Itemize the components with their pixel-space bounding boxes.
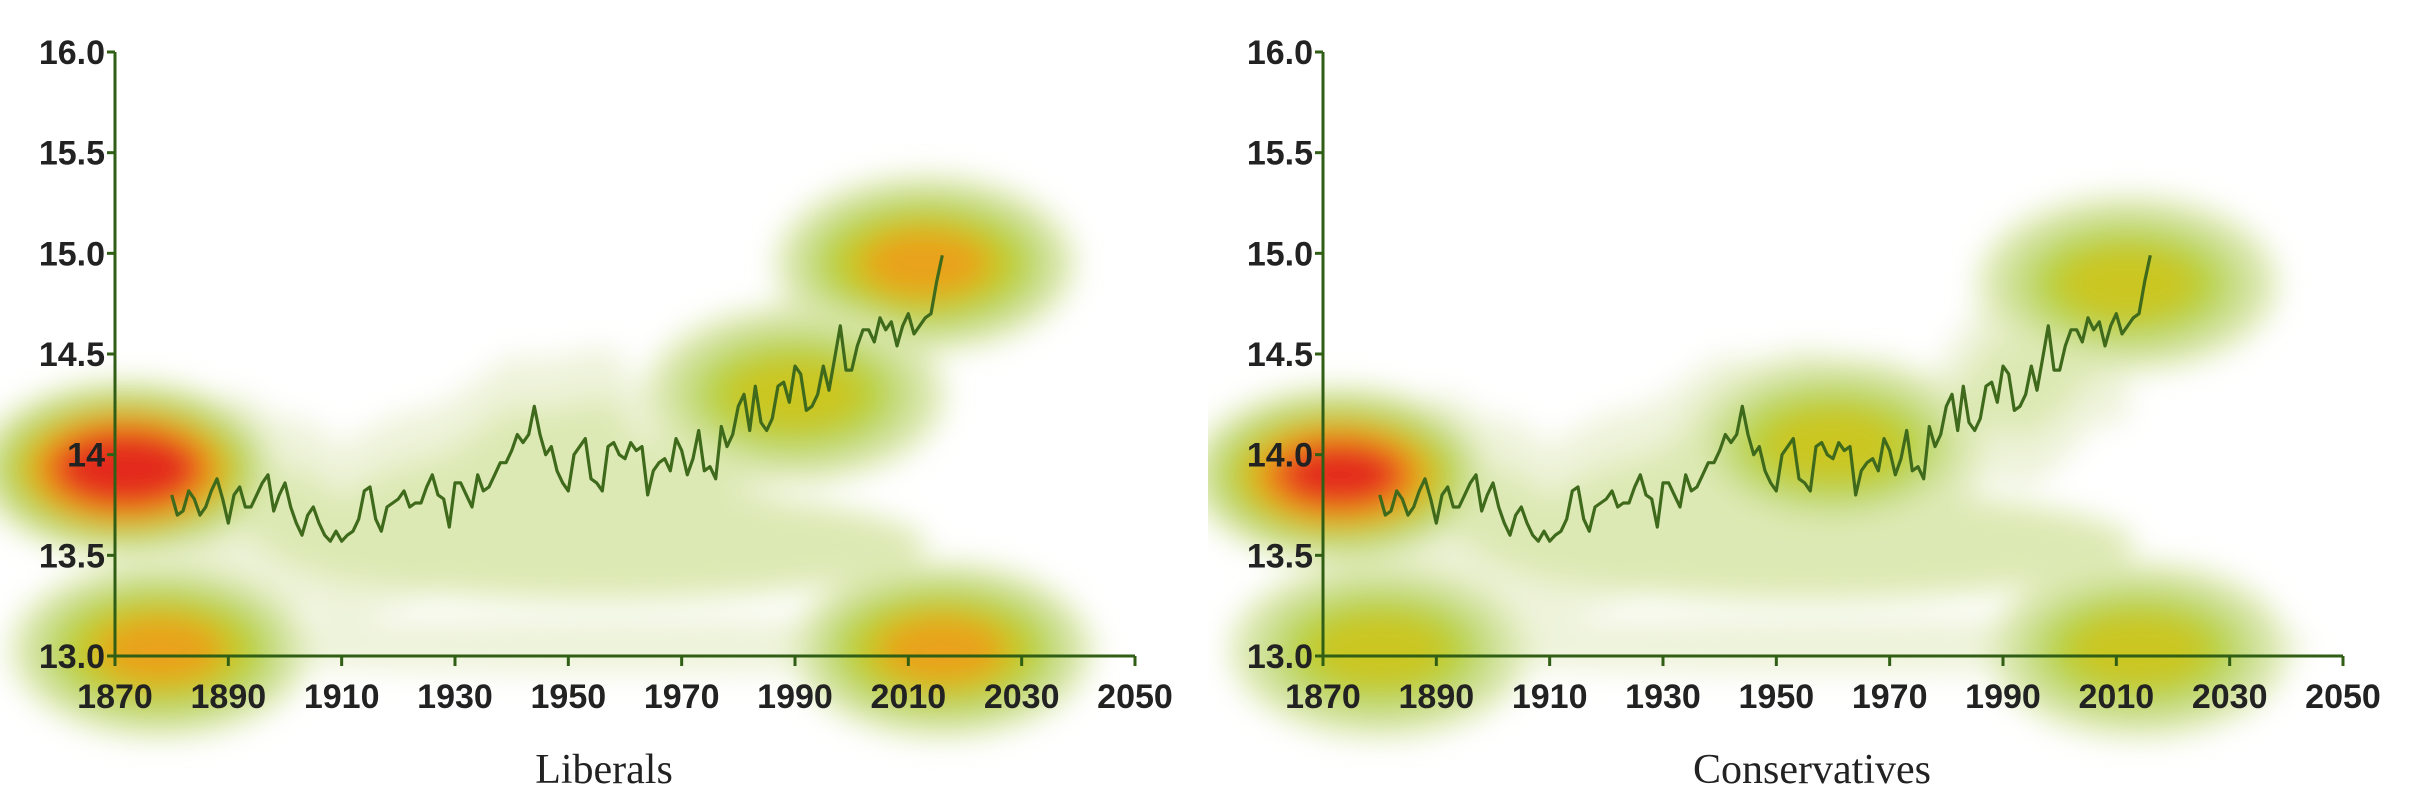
y-tick-label: 14.5	[39, 336, 105, 374]
x-tick-label: 1970	[644, 678, 720, 716]
density-contour	[98, 617, 223, 682]
density-plateau	[1474, 490, 2135, 601]
x-tick-label: 2050	[2305, 678, 2381, 716]
chart-caption: Liberals	[535, 747, 673, 793]
x-tick-label: 2030	[984, 678, 1060, 716]
density-contour	[863, 231, 988, 296]
density-contour	[2060, 248, 2196, 320]
density-hotspot	[1683, 356, 1983, 533]
x-tick-label: 1970	[1852, 678, 1928, 716]
y-tick-label: 13.5	[1247, 537, 1313, 575]
x-tick-label: 1950	[1739, 678, 1815, 716]
y-tick-label: 13.0	[1247, 638, 1313, 676]
chart-conservatives: 13.0 13.5 14.0 14.5 15.0 15.5 16.0 1870 1890 1910…	[1208, 34, 2381, 738]
density-contour	[1312, 614, 1448, 686]
y-tick-label: 16.0	[39, 34, 105, 72]
density-background	[1208, 195, 2313, 738]
x-tick-label: 1910	[304, 678, 380, 716]
chart-liberals: 13.0 13.5 14 14.5 15.0 15.5 16.0 1870 1890 1910 19…	[0, 34, 1173, 738]
temperature-series-line	[1378, 254, 2152, 543]
x-tick-label: 1910	[1512, 678, 1588, 716]
density-hotspot	[1977, 195, 2278, 372]
density-background	[0, 175, 1105, 738]
x-tick-label: 1930	[1625, 678, 1701, 716]
density-hotspot	[775, 175, 1076, 352]
density-contour	[2071, 614, 2207, 686]
x-tick-label: 1890	[191, 678, 267, 716]
x-tick-label: 1950	[531, 678, 607, 716]
y-tick-label: 14	[67, 437, 105, 475]
y-tick-label: 16.0	[1247, 34, 1313, 72]
x-tick-label: 1870	[77, 678, 153, 716]
density-hotspot	[0, 380, 277, 557]
y-tick-label: 14.5	[1247, 336, 1313, 374]
y-tick-label: 15.5	[1247, 135, 1313, 173]
density-hotspot	[1989, 561, 2289, 738]
density-hotspot	[1229, 561, 1530, 738]
density-contour	[1765, 409, 1901, 481]
x-tick-label: 2050	[1097, 678, 1173, 716]
y-tick-label: 14.0	[1247, 437, 1313, 475]
x-tick-label: 1890	[1399, 678, 1475, 716]
chart-panel-conservatives: 13.0 13.5 14.0 14.5 15.0 15.5 16.0 1870 1890 1910…	[1208, 0, 2416, 804]
x-tick-label: 2010	[2079, 678, 2155, 716]
y-tick-label: 15.0	[1247, 235, 1313, 273]
density-plateau	[266, 490, 927, 601]
density-contour	[880, 617, 1005, 682]
density-hotspot	[792, 561, 1093, 738]
density-contour	[1284, 446, 1396, 503]
x-tick-label: 2030	[2192, 678, 2268, 716]
x-tick-label: 2010	[871, 678, 947, 716]
x-tick-label: 1990	[1965, 678, 2041, 716]
y-tick-label: 13.0	[39, 638, 105, 676]
density-contour	[72, 442, 181, 496]
x-tick-label: 1930	[417, 678, 493, 716]
y-tick-label: 15.0	[39, 235, 105, 273]
chart-panel-liberals: 13.0 13.5 14 14.5 15.0 15.5 16.0 1870 1890 1910 19…	[0, 34, 1173, 793]
temperature-series-line	[170, 254, 944, 543]
x-tick-label: 1870	[1285, 678, 1361, 716]
y-tick-label: 15.5	[39, 135, 105, 173]
chart-caption: Conservatives	[1693, 747, 1931, 793]
y-tick-label: 13.5	[39, 537, 105, 575]
density-contour	[727, 358, 863, 430]
density-hotspot	[10, 561, 311, 738]
x-tick-label: 1990	[757, 678, 833, 716]
